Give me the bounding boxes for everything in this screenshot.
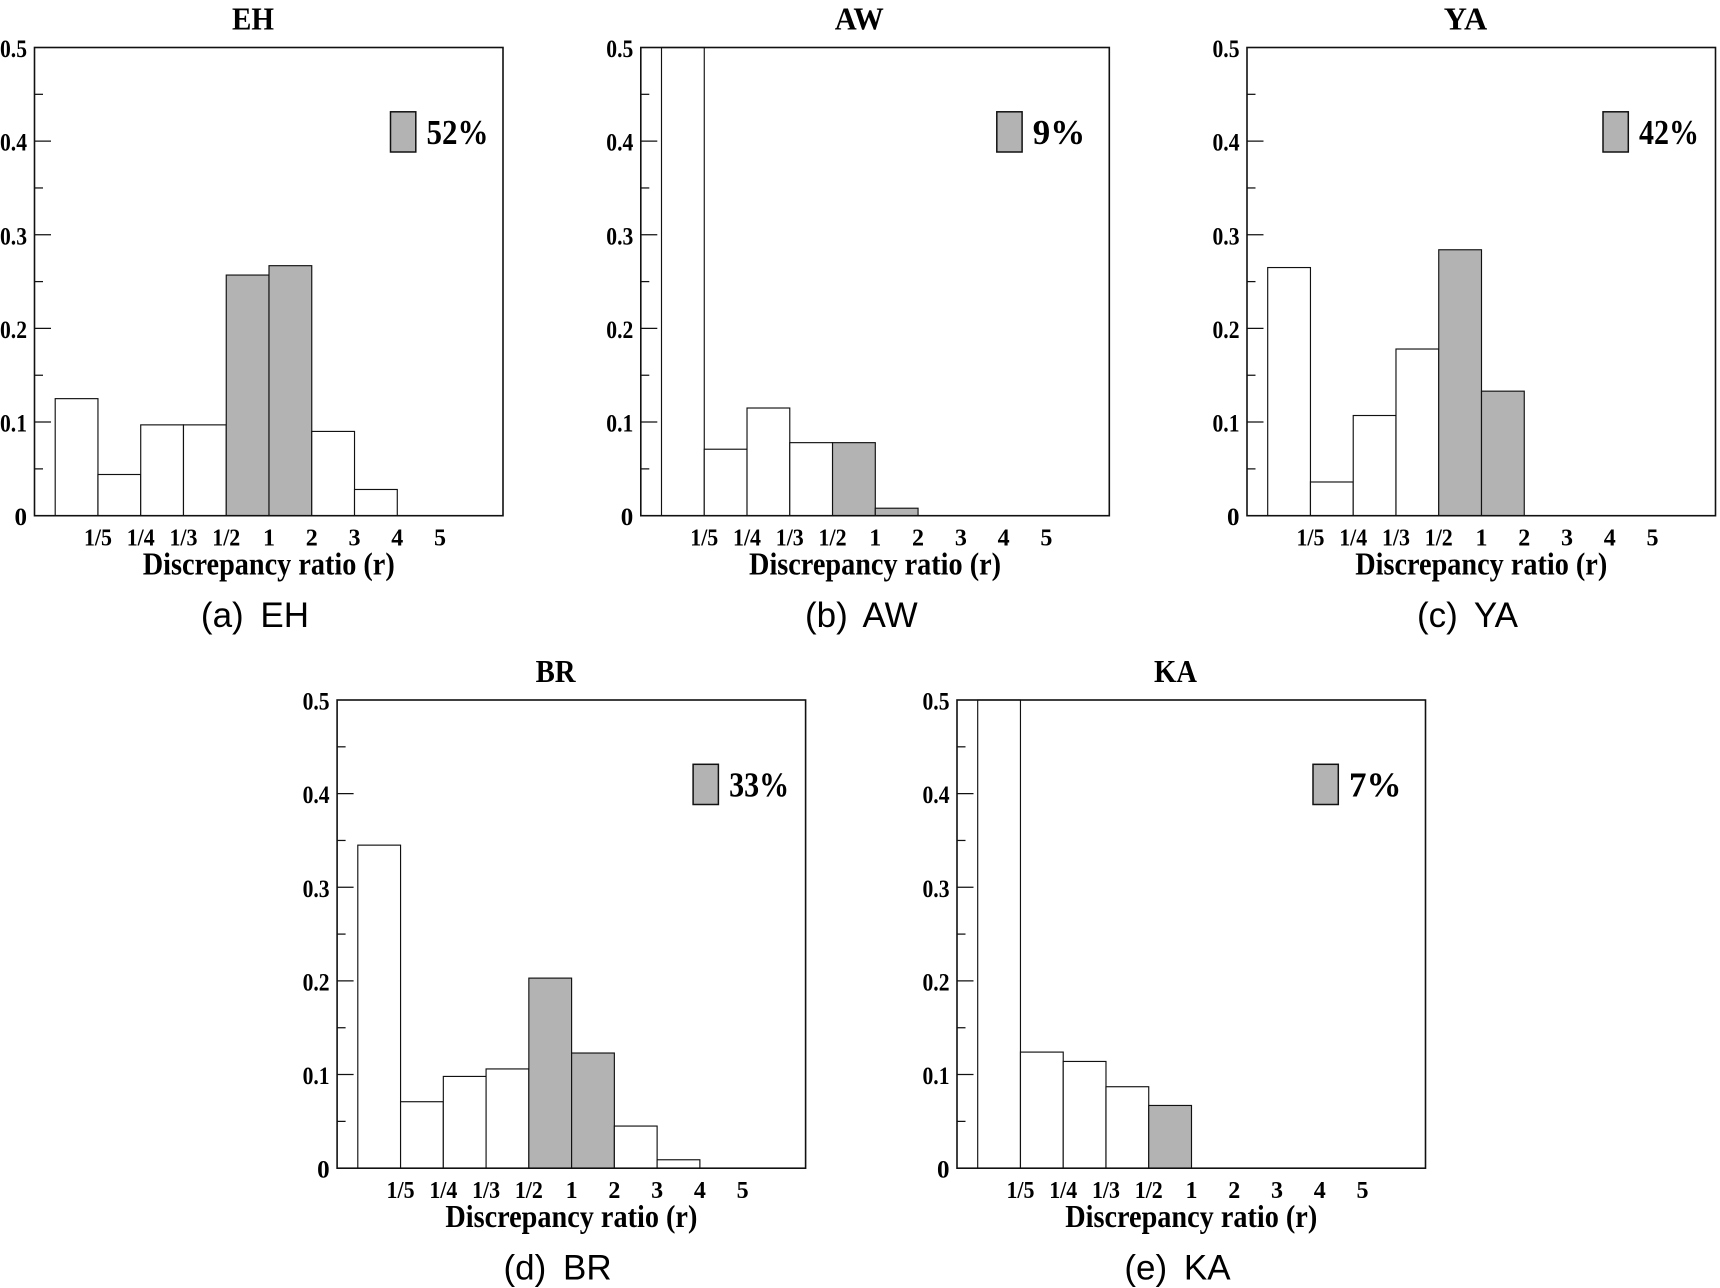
svg-text:0.3: 0.3 xyxy=(0,223,27,250)
svg-text:0.2: 0.2 xyxy=(303,969,330,996)
svg-text:4: 4 xyxy=(1314,1178,1326,1204)
svg-text:1/4: 1/4 xyxy=(1049,1178,1077,1204)
svg-text:0.1: 0.1 xyxy=(923,1063,950,1090)
svg-text:0.3: 0.3 xyxy=(606,223,633,250)
svg-text:1/4: 1/4 xyxy=(429,1178,457,1204)
svg-text:1/5: 1/5 xyxy=(1006,1178,1034,1204)
svg-text:(b) AW: (b) AW xyxy=(805,596,918,635)
svg-text:3: 3 xyxy=(1561,526,1573,552)
svg-text:9%: 9% xyxy=(1033,113,1086,152)
svg-text:1/2: 1/2 xyxy=(1425,526,1453,552)
svg-text:0: 0 xyxy=(621,504,634,531)
svg-text:(a) EH: (a) EH xyxy=(201,596,309,635)
svg-text:BR: BR xyxy=(536,653,577,689)
svg-text:0.1: 0.1 xyxy=(0,411,27,438)
svg-text:1: 1 xyxy=(263,526,275,552)
svg-text:0.4: 0.4 xyxy=(303,782,330,809)
svg-text:1/5: 1/5 xyxy=(84,526,112,552)
svg-text:3: 3 xyxy=(349,526,361,552)
svg-text:1: 1 xyxy=(566,1178,578,1204)
svg-text:4: 4 xyxy=(694,1178,706,1204)
svg-text:Discrepancy ratio (r): Discrepancy ratio (r) xyxy=(143,546,395,582)
svg-text:0: 0 xyxy=(1227,504,1240,531)
svg-text:0.4: 0.4 xyxy=(923,782,950,809)
svg-text:(e) KA: (e) KA xyxy=(1124,1249,1231,1288)
svg-text:1/3: 1/3 xyxy=(1092,1178,1120,1204)
svg-text:0.1: 0.1 xyxy=(1213,411,1240,438)
svg-text:3: 3 xyxy=(1271,1178,1283,1204)
svg-text:1/3: 1/3 xyxy=(776,526,804,552)
svg-text:5: 5 xyxy=(737,1178,749,1204)
svg-text:0.1: 0.1 xyxy=(606,411,633,438)
svg-text:33%: 33% xyxy=(729,766,789,805)
svg-text:0: 0 xyxy=(937,1157,950,1184)
svg-text:0.3: 0.3 xyxy=(1213,223,1240,250)
svg-text:2: 2 xyxy=(1518,526,1530,552)
svg-text:52%: 52% xyxy=(427,113,489,152)
svg-text:0.3: 0.3 xyxy=(923,876,950,903)
svg-text:3: 3 xyxy=(955,526,967,552)
svg-text:1/3: 1/3 xyxy=(1382,526,1410,552)
svg-text:AW: AW xyxy=(835,0,884,36)
svg-text:2: 2 xyxy=(608,1178,620,1204)
svg-text:EH: EH xyxy=(232,0,274,36)
svg-text:2: 2 xyxy=(1228,1178,1240,1204)
svg-text:7%: 7% xyxy=(1349,766,1402,805)
svg-text:2: 2 xyxy=(912,526,924,552)
svg-text:1: 1 xyxy=(869,526,881,552)
svg-text:1/4: 1/4 xyxy=(1339,526,1367,552)
svg-text:5: 5 xyxy=(1647,526,1659,552)
svg-text:(c) YA: (c) YA xyxy=(1417,596,1519,635)
svg-text:5: 5 xyxy=(1357,1178,1369,1204)
svg-text:0.4: 0.4 xyxy=(606,130,633,157)
svg-text:1/2: 1/2 xyxy=(212,526,240,552)
svg-text:0.4: 0.4 xyxy=(1213,130,1240,157)
svg-text:0.5: 0.5 xyxy=(923,689,950,716)
svg-text:0.2: 0.2 xyxy=(606,317,633,344)
svg-text:0.5: 0.5 xyxy=(0,36,27,63)
svg-text:Discrepancy ratio (r): Discrepancy ratio (r) xyxy=(1355,546,1607,582)
svg-text:0.1: 0.1 xyxy=(303,1063,330,1090)
svg-text:Discrepancy ratio (r): Discrepancy ratio (r) xyxy=(445,1198,697,1234)
svg-text:(d) BR: (d) BR xyxy=(504,1249,612,1288)
svg-text:4: 4 xyxy=(391,526,403,552)
svg-text:4: 4 xyxy=(1604,526,1616,552)
svg-text:2: 2 xyxy=(306,526,318,552)
svg-text:0.5: 0.5 xyxy=(606,36,633,63)
svg-text:1/2: 1/2 xyxy=(515,1178,543,1204)
svg-text:3: 3 xyxy=(651,1178,663,1204)
svg-text:1/4: 1/4 xyxy=(127,526,155,552)
svg-text:0: 0 xyxy=(317,1157,330,1184)
svg-text:1: 1 xyxy=(1186,1178,1198,1204)
svg-text:0.2: 0.2 xyxy=(923,969,950,996)
svg-text:1/2: 1/2 xyxy=(819,526,847,552)
svg-text:1/3: 1/3 xyxy=(169,526,197,552)
svg-text:1/5: 1/5 xyxy=(387,1178,415,1204)
svg-text:0.2: 0.2 xyxy=(1213,317,1240,344)
svg-text:1/3: 1/3 xyxy=(472,1178,500,1204)
svg-text:1: 1 xyxy=(1476,526,1488,552)
svg-text:1/5: 1/5 xyxy=(690,526,718,552)
svg-text:0.5: 0.5 xyxy=(303,689,330,716)
svg-text:1/5: 1/5 xyxy=(1296,526,1324,552)
svg-text:4: 4 xyxy=(998,526,1010,552)
svg-text:0: 0 xyxy=(15,504,28,531)
svg-text:Discrepancy ratio (r): Discrepancy ratio (r) xyxy=(1065,1198,1317,1234)
svg-text:Discrepancy ratio (r): Discrepancy ratio (r) xyxy=(749,546,1001,582)
svg-text:1/2: 1/2 xyxy=(1135,1178,1163,1204)
svg-text:KA: KA xyxy=(1154,653,1197,689)
svg-text:YA: YA xyxy=(1444,0,1488,36)
svg-text:0.4: 0.4 xyxy=(0,130,27,157)
svg-text:5: 5 xyxy=(434,526,446,552)
svg-text:42%: 42% xyxy=(1639,113,1699,152)
svg-text:0.5: 0.5 xyxy=(1213,36,1240,63)
svg-text:1/4: 1/4 xyxy=(733,526,761,552)
svg-text:5: 5 xyxy=(1040,526,1052,552)
svg-text:0.2: 0.2 xyxy=(0,317,27,344)
svg-text:0.3: 0.3 xyxy=(303,876,330,903)
